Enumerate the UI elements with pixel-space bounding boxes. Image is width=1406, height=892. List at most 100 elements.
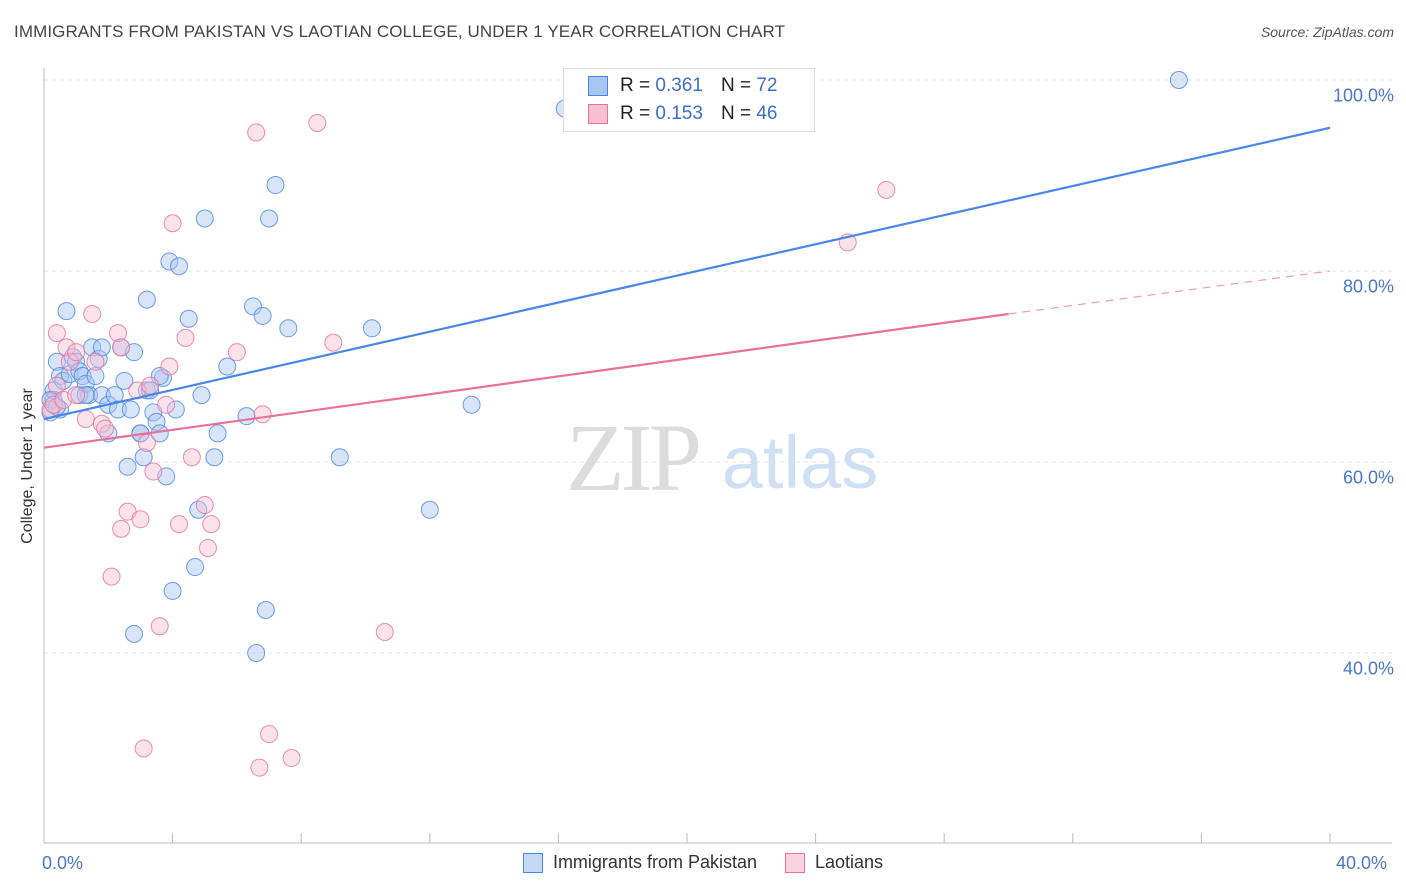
blue-swatch [522,852,543,873]
data-point [108,324,127,343]
pink-swatch [785,852,805,873]
data-point [247,123,266,142]
data-point [253,306,272,325]
data-point [125,624,144,643]
data-point [420,500,439,519]
data-point [102,567,121,586]
n-label: N = [720,103,752,124]
y-tick-label: 40.0% [1342,658,1394,679]
x-tick-label-max: 40.0% [1336,853,1388,873]
y-tick-label: 60.0% [1342,467,1394,488]
data-point [160,252,179,271]
legend-label-laotians: Laotians [815,852,884,872]
data-point [282,749,301,768]
series-legend: Immigrants from Pakistan Laotians [0,852,1406,873]
data-point [198,538,217,557]
data-point [462,395,481,414]
data-point [308,113,327,132]
data-point [137,290,156,309]
data-point [147,412,166,431]
n-label: N = [720,75,752,96]
correlation-legend: R = 0.361 N = 72 R = 0.153 N = 46 [563,68,815,132]
data-point [163,581,182,600]
data-point [195,495,214,514]
data-point [137,433,156,452]
data-point [96,419,115,438]
data-point [324,333,343,352]
r-value-pakistan: 0.361 [655,75,703,96]
pink-swatch [588,104,608,124]
data-point [266,176,285,195]
data-point [57,338,76,357]
y-tick-label: 100.0% [1332,85,1394,106]
data-point [279,319,298,338]
data-point [121,400,140,419]
data-point [186,558,205,577]
data-point [57,302,76,321]
data-point [227,343,246,362]
data-point [166,400,185,419]
data-point [250,758,269,777]
data-point [260,209,279,228]
data-point [170,515,189,534]
data-point [86,352,105,371]
data-point [237,407,256,426]
data-point [179,309,198,328]
data-point [83,304,102,323]
trend-line-extension [1008,270,1331,315]
data-point [375,622,394,641]
data-point [218,357,237,376]
data-point [163,214,182,233]
data-point [76,410,95,429]
data-point [89,349,108,368]
series-pakistan [41,71,1188,662]
data-point [260,725,279,744]
data-point [170,257,189,276]
data-point [118,457,137,476]
data-point [112,338,131,357]
data-point [1169,71,1188,89]
data-point [243,297,262,316]
data-point [92,414,111,433]
data-point [47,324,66,343]
data-point [362,319,381,338]
data-point [92,386,111,405]
data-point [157,395,176,414]
data-point [195,209,214,228]
data-point [330,448,349,467]
legend-label-pakistan: Immigrants from Pakistan [552,852,757,872]
data-point [108,400,127,419]
data-point [205,448,224,467]
data-point [112,519,131,538]
data-point [176,328,195,347]
n-value-laotians: 46 [756,103,778,124]
watermark-zip: ZIP [566,404,699,511]
r-label: R = [620,103,651,124]
legend-item-pakistan[interactable]: Immigrants from Pakistan [522,852,757,873]
data-point [208,424,227,443]
trend-line [43,312,1009,449]
data-point [144,462,163,481]
data-point [877,180,896,199]
data-point [44,395,63,414]
data-point [76,386,95,405]
series-laotians [41,113,896,777]
data-point [86,367,105,386]
r-value-laotians: 0.153 [655,103,703,124]
watermark-atlas: atlas [722,421,878,504]
legend-row-laotians: R = 0.153 N = 46 [588,102,777,126]
x-tick-label-min: 0.0% [42,853,84,873]
y-tick-label: 80.0% [1342,276,1394,297]
r-label: R = [620,75,651,96]
legend-row-pakistan: R = 0.361 N = 72 [588,74,777,98]
data-point [192,386,211,405]
data-point [60,352,79,371]
trend-line [43,126,1331,421]
blue-swatch [588,76,608,96]
data-point [150,367,169,386]
data-point [134,448,153,467]
data-point [253,405,272,424]
data-point [182,448,201,467]
legend-item-laotians[interactable]: Laotians [785,852,883,873]
